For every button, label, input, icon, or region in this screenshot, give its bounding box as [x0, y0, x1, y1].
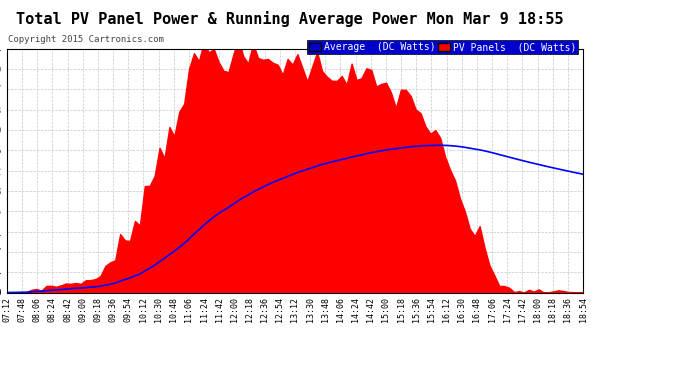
Text: Copyright 2015 Cartronics.com: Copyright 2015 Cartronics.com	[8, 35, 164, 44]
Text: Total PV Panel Power & Running Average Power Mon Mar 9 18:55: Total PV Panel Power & Running Average P…	[16, 11, 564, 27]
Legend: Average  (DC Watts), PV Panels  (DC Watts): Average (DC Watts), PV Panels (DC Watts)	[307, 40, 578, 54]
